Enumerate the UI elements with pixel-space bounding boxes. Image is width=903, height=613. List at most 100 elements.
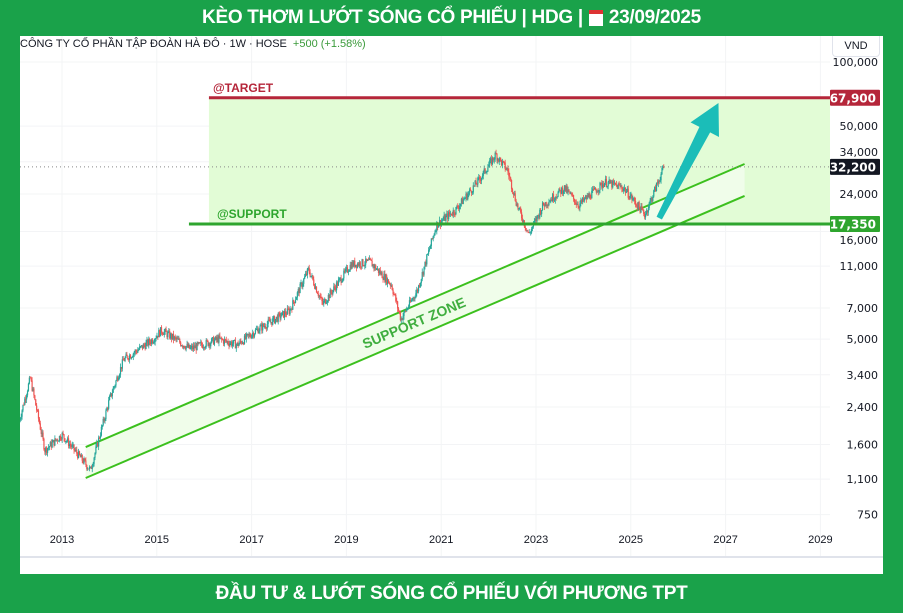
candle-body	[544, 202, 546, 207]
x-tick-label: 2029	[808, 534, 832, 546]
candle-body	[257, 328, 259, 334]
candle-body	[473, 185, 475, 187]
candle-body	[507, 168, 509, 172]
candle-body	[88, 466, 91, 470]
candle-body	[270, 322, 272, 323]
candle-body	[423, 266, 425, 275]
candle-body	[107, 408, 109, 409]
y-tick-label: 1,100	[847, 473, 879, 486]
header-banner: KÈO THƠM LƯỚT SÓNG CỔ PHIẾU | HDG | 23/0…	[0, 0, 903, 36]
candle-body	[296, 292, 298, 298]
candle-body	[119, 374, 121, 378]
candle-body	[582, 197, 584, 202]
symbol-info: CÔNG TY CỔ PHẦN TẬP ĐOÀN HÀ ĐÔ · 1W · HO…	[20, 38, 287, 50]
candle-body	[364, 264, 366, 266]
candle-body	[237, 342, 239, 347]
candle-body	[517, 204, 519, 209]
candle-body	[284, 311, 287, 315]
candle-body	[324, 299, 326, 301]
candle-body	[520, 212, 523, 219]
candle-body	[413, 297, 415, 299]
candle-body	[304, 276, 306, 279]
candle-body	[352, 262, 354, 267]
candle-body	[557, 192, 559, 197]
candle-body	[640, 205, 642, 213]
candle-body	[509, 176, 511, 178]
candle-body	[377, 268, 380, 273]
candle-body	[174, 336, 176, 338]
candle-body	[30, 377, 32, 381]
candle-body	[542, 202, 545, 206]
candle-body	[295, 297, 298, 300]
candle-body	[401, 318, 403, 321]
candle-body	[619, 184, 621, 187]
candle-body	[32, 388, 34, 391]
candle-body	[409, 300, 411, 302]
candle-body	[643, 210, 645, 214]
candle-body	[476, 184, 478, 186]
candle-body	[445, 215, 447, 221]
candle-body	[348, 270, 350, 272]
candle-body	[392, 289, 394, 294]
candle-body	[308, 267, 310, 273]
candle-body	[20, 418, 21, 421]
candle-body	[263, 326, 266, 327]
candle-body	[73, 444, 75, 451]
candle-body	[304, 273, 307, 277]
candle-body	[584, 196, 587, 199]
candle-body	[159, 330, 161, 337]
candle-body	[36, 410, 39, 412]
candle-body	[131, 356, 133, 358]
candle-body	[273, 316, 275, 319]
candle-body	[580, 200, 582, 204]
candle-body	[512, 192, 514, 195]
candle-body	[588, 193, 590, 198]
candle-body	[515, 200, 517, 206]
candle-body	[545, 202, 547, 206]
candle-body	[299, 283, 301, 294]
candle-body	[180, 345, 183, 347]
candle-body	[230, 341, 232, 344]
last-price-badge	[830, 158, 880, 175]
candle-body	[127, 355, 129, 359]
candle-body	[555, 197, 557, 199]
candle-body	[263, 323, 265, 327]
candle-body	[605, 178, 607, 187]
candle-body	[520, 207, 522, 213]
candle-body	[21, 410, 23, 417]
candle-body	[411, 299, 413, 301]
candle-body	[519, 207, 521, 209]
support-price-badge	[830, 216, 880, 233]
candle-body	[166, 331, 168, 338]
candle-body	[181, 345, 184, 347]
candle-body	[663, 166, 665, 168]
candle-body	[76, 449, 78, 454]
candle-body	[354, 260, 356, 267]
y-tick-label: 24,000	[840, 188, 879, 201]
candle-body	[61, 432, 63, 440]
y-tick-label: 50,000	[840, 120, 879, 133]
candle-body	[550, 199, 552, 202]
candle-body	[579, 203, 581, 208]
candle-body	[616, 184, 618, 189]
candle-body	[184, 347, 186, 350]
candle-body	[266, 324, 268, 329]
candle-body	[443, 215, 445, 220]
x-tick-label: 2021	[429, 534, 453, 546]
x-tick-label: 2017	[239, 534, 263, 546]
candle-body	[529, 232, 531, 234]
candle-body	[337, 280, 339, 286]
candle-body	[489, 160, 491, 165]
y-tick-label: 16,000	[840, 234, 879, 247]
chart-panel[interactable]: SUPPORT ZONE @TARGET @SUPPORT 100,000 50,000…	[20, 36, 883, 574]
candle-body	[98, 437, 100, 447]
candle-body	[250, 336, 252, 338]
candle-body	[429, 245, 432, 249]
candle-body	[182, 345, 185, 347]
candle-body	[291, 308, 293, 310]
candle-body	[482, 171, 484, 176]
candle-body	[66, 441, 68, 442]
candle-body	[357, 263, 360, 266]
price-chart[interactable]: SUPPORT ZONE@TARGET@SUPPORT100,00050,000…	[20, 36, 883, 574]
currency-button[interactable]: VND	[832, 36, 880, 57]
